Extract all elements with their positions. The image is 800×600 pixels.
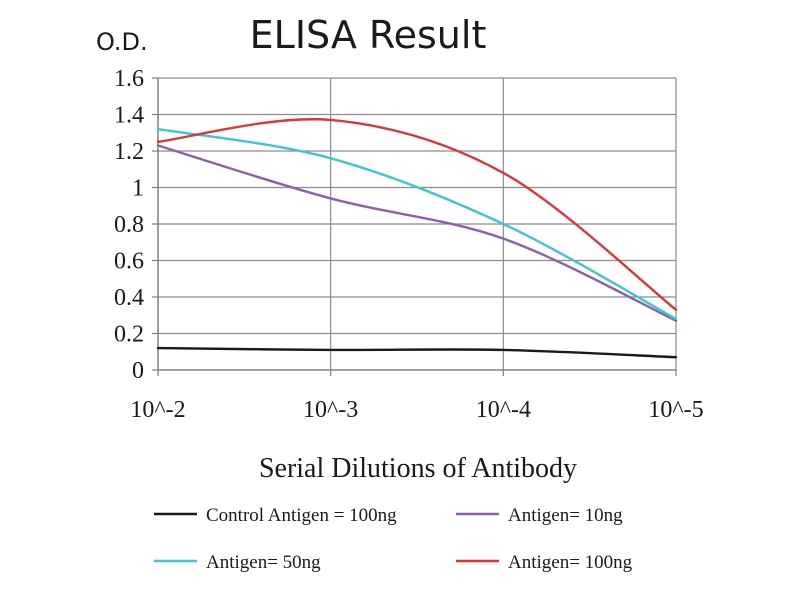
legend: Control Antigen = 100ng Antigen= 10ng Anti… bbox=[154, 505, 633, 573]
series-line-0 bbox=[156, 346, 678, 359]
x-axis-label: Serial Dilutions of Antibody bbox=[259, 453, 577, 484]
gridlines bbox=[158, 77, 677, 370]
legend-label-2: Antigen= 50ng bbox=[206, 552, 321, 573]
legend-label-0: Control Antigen = 100ng bbox=[206, 505, 397, 526]
y-tick-label: 1.6 bbox=[114, 66, 144, 92]
x-tick-label: 10^-2 bbox=[130, 397, 185, 423]
y-tick-label: 0.6 bbox=[114, 249, 144, 275]
x-tick-label: 10^-3 bbox=[303, 397, 358, 423]
y-tick-label: 0.2 bbox=[114, 322, 144, 348]
series-lines bbox=[156, 118, 678, 359]
x-tick-labels: 10^-2 10^-3 10^-4 10^-5 bbox=[130, 397, 703, 423]
chart-title: ELISA Result bbox=[250, 13, 487, 57]
legend-label-1: Antigen= 10ng bbox=[508, 505, 623, 526]
x-tick-label: 10^-4 bbox=[476, 397, 531, 423]
axes bbox=[152, 77, 677, 376]
y-tick-labels: 0 0.2 0.4 0.6 0.8 1 1.2 1.4 1.6 bbox=[114, 66, 144, 384]
y-tick-label: 0.4 bbox=[114, 285, 144, 311]
x-tick-label: 10^-5 bbox=[648, 397, 703, 423]
y-axis-label: O.D. bbox=[96, 28, 148, 56]
series-line-2 bbox=[156, 127, 678, 321]
y-tick-label: 1 bbox=[132, 176, 144, 202]
series-line-1 bbox=[156, 144, 678, 322]
series-line-3 bbox=[156, 118, 678, 311]
y-tick-label: 1.2 bbox=[114, 139, 144, 165]
y-tick-label: 0.8 bbox=[114, 212, 144, 238]
legend-label-3: Antigen= 100ng bbox=[508, 552, 633, 573]
y-tick-label: 0 bbox=[132, 358, 144, 384]
y-tick-label: 1.4 bbox=[114, 103, 144, 129]
